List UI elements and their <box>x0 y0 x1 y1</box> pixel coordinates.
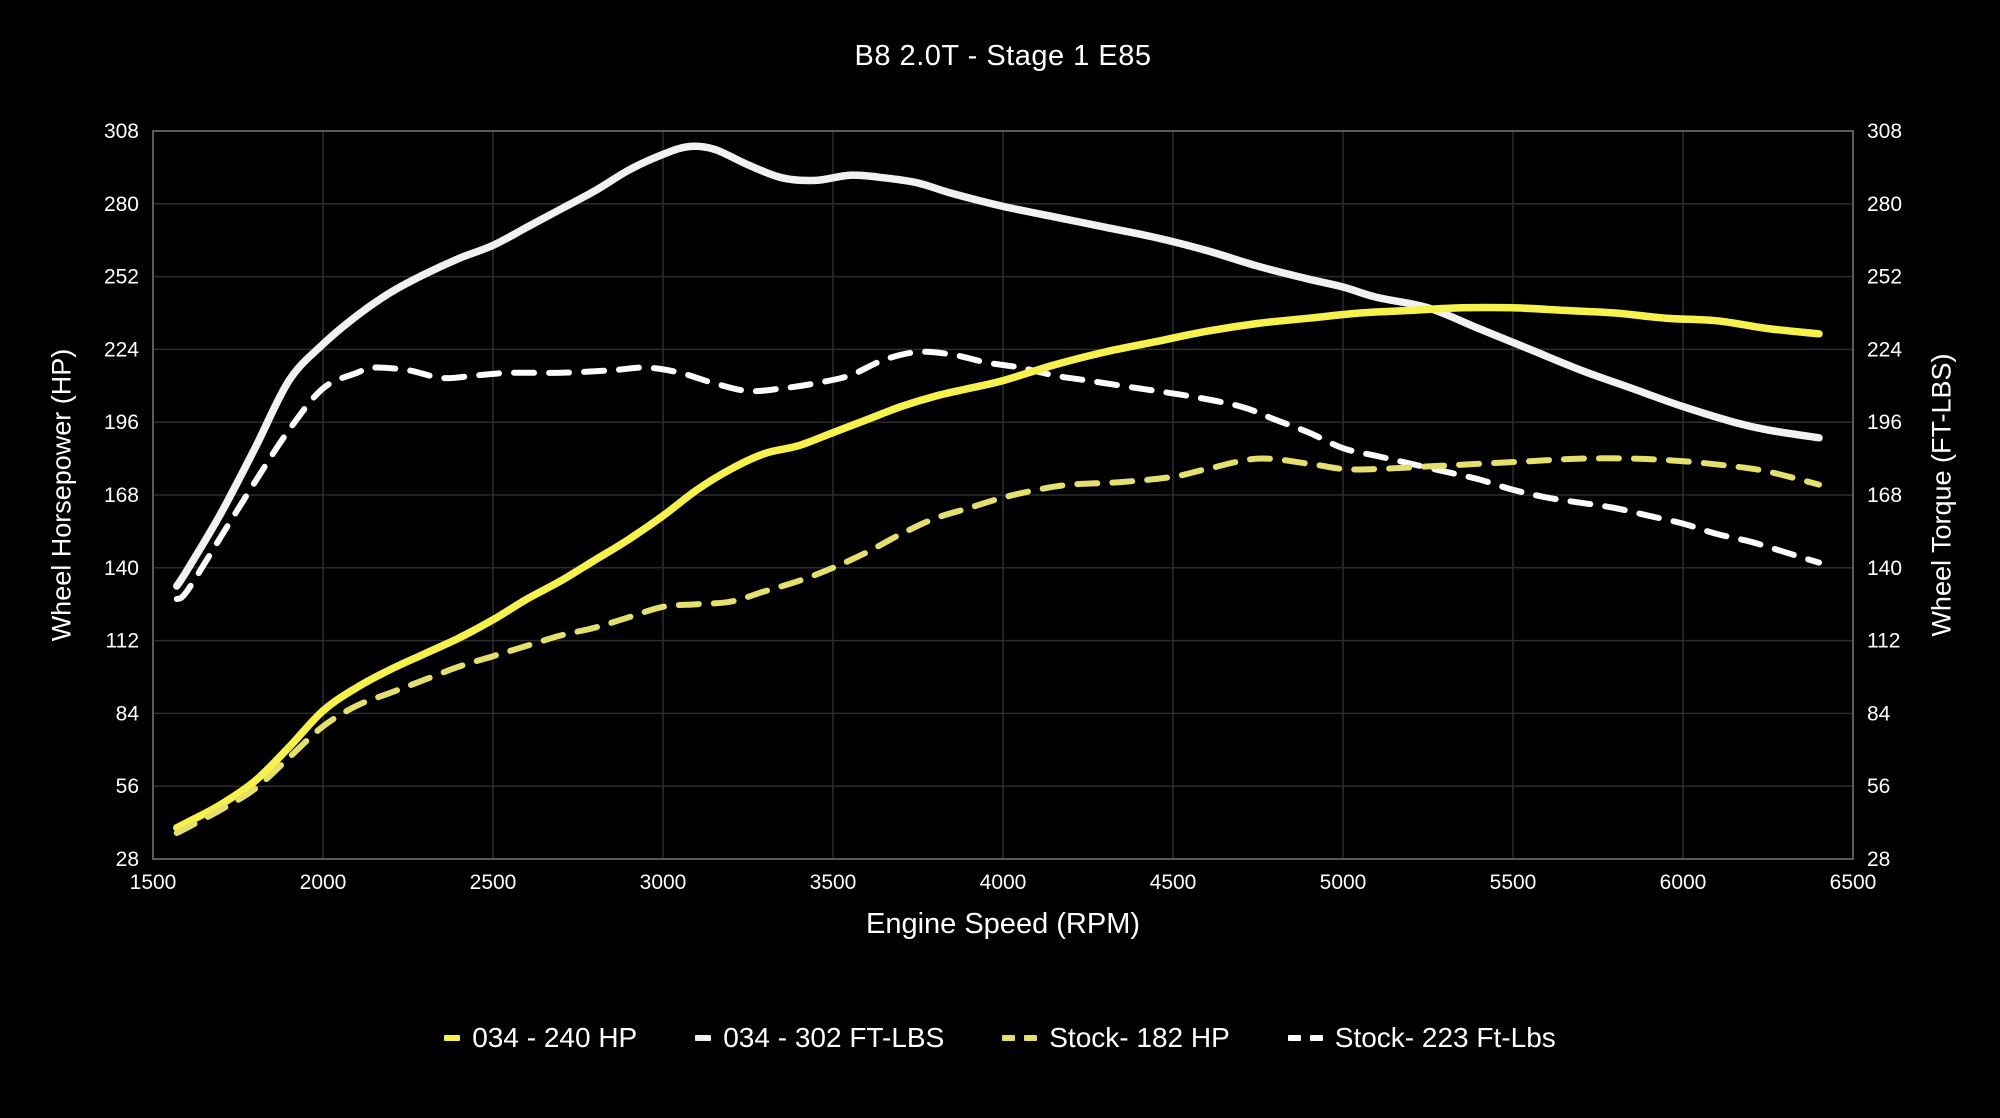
y-tick-label-left: 168 <box>104 484 139 507</box>
x-tick-label: 6000 <box>1660 871 1707 894</box>
y-tick-label-right: 252 <box>1867 266 1902 289</box>
y-axis-title-right: Wheel Torque (FT-LBS) <box>1926 353 1957 637</box>
x-tick-label: 4500 <box>1150 871 1197 894</box>
axis-tick-labels: 28 28 56 56 84 84 112 112 140 140 168 168 196 196 224 2… <box>104 120 1902 894</box>
legend-label: Stock- 182 HP <box>1049 1022 1230 1053</box>
dashed-line-swatch-icon <box>1287 1035 1323 1041</box>
curve-034-302-ft-lbs <box>173 142 1823 590</box>
x-tick-label: 1500 <box>130 871 177 894</box>
y-tick-label-left: 308 <box>104 120 139 143</box>
x-tick-label: 3500 <box>810 871 857 894</box>
solid-line-swatch-icon <box>444 1035 461 1041</box>
dashed-line-swatch-icon <box>1002 1035 1038 1041</box>
solid-line-swatch-icon <box>695 1035 712 1041</box>
y-tick-label-right: 280 <box>1867 193 1902 216</box>
y-tick-label-left: 112 <box>106 630 139 653</box>
x-tick-label: 6500 <box>1830 871 1877 894</box>
y-tick-label-right: 112 <box>1867 630 1900 653</box>
y-tick-label-right: 308 <box>1867 120 1902 143</box>
y-tick-label-right: 56 <box>1867 775 1890 798</box>
x-tick-label: 5500 <box>1490 871 1537 894</box>
y-tick-label-right: 168 <box>1867 484 1902 507</box>
y-tick-label-right: 84 <box>1867 702 1891 725</box>
legend-label: 034 - 302 FT-LBS <box>723 1022 945 1053</box>
curves <box>173 142 1823 836</box>
y-tick-label-left: 140 <box>104 557 139 580</box>
y-tick-label-left: 56 <box>116 775 139 798</box>
y-tick-label-right: 196 <box>1867 411 1902 434</box>
x-axis-title: Engine Speed (RPM) <box>865 908 1141 940</box>
legend: 034 - 240 HP 034 - 302 FT-LBS Stock- 182 H… <box>0 1022 2000 1054</box>
y-tick-label-left: 252 <box>104 266 139 289</box>
x-tick-label: 3000 <box>640 871 687 894</box>
legend-item-034-240-hp: 034 - 240 HP <box>444 1022 637 1054</box>
x-tick-label: 2000 <box>300 871 347 894</box>
legend-label: 034 - 240 HP <box>472 1022 638 1053</box>
plot-border <box>152 130 1854 860</box>
legend-item-stock-223-ft-lbs: Stock- 223 Ft-Lbs <box>1287 1022 1556 1054</box>
y-tick-label-right: 224 <box>1867 338 1902 361</box>
y-tick-label-left: 28 <box>116 848 139 871</box>
y-tick-label-left: 280 <box>104 193 139 216</box>
gridlines <box>152 130 1854 860</box>
x-tick-label: 5000 <box>1320 871 1367 894</box>
y-tick-label-right: 140 <box>1867 557 1902 580</box>
curve-stock-182-hp <box>173 455 1822 836</box>
y-tick-label-left: 224 <box>104 338 139 361</box>
curve-stock-223-ft-lbs <box>173 348 1822 602</box>
plot-border-rect <box>152 130 1854 860</box>
legend-item-stock-182-hp: Stock- 182 HP <box>1002 1022 1230 1054</box>
x-tick-label: 2500 <box>470 871 517 894</box>
y-tick-label-left: 84 <box>116 702 140 725</box>
curve-034-240-hp <box>173 303 1823 832</box>
y-tick-label-left: 196 <box>104 411 139 434</box>
chart-title: B8 2.0T - Stage 1 E85 <box>854 40 1152 72</box>
x-tick-label: 4000 <box>980 871 1027 894</box>
y-tick-label-right: 28 <box>1867 848 1890 871</box>
y-axis-title-left: Wheel Horsepower (HP) <box>46 348 77 642</box>
legend-item-034-302-ft-lbs: 034 - 302 FT-LBS <box>695 1022 944 1054</box>
legend-label: Stock- 223 Ft-Lbs <box>1334 1022 1556 1053</box>
